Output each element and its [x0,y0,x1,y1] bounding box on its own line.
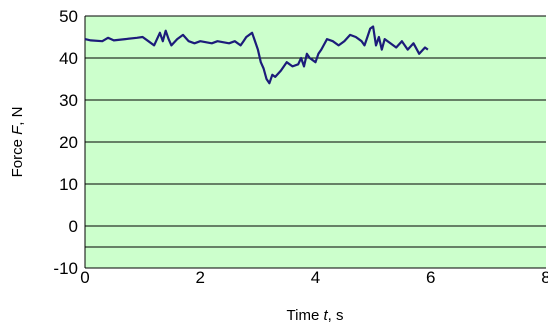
y-axis-label: Force F, N [9,107,26,178]
x-tick-label: 2 [196,268,205,287]
x-tick-label: 0 [80,268,89,287]
y-axis-label-variable: F [9,125,26,135]
y-tick-label: 0 [69,217,78,236]
y-axis-label-suffix: , N [9,107,26,126]
y-tick-label: 30 [59,91,78,110]
gridlines [85,15,546,269]
x-axis-label: Time t, s [287,307,344,324]
y-tick-label: 20 [59,133,78,152]
y-tick-label: 40 [59,49,78,68]
y-tick-label: -10 [53,259,78,278]
x-tick-labels: 0 2 4 6 8 [80,268,548,287]
x-axis-label-suffix: , s [328,307,344,324]
y-tick-label: 10 [59,175,78,194]
force-series-line [84,25,429,85]
x-axis-label-variable: t [323,307,328,324]
x-tick-label: 8 [541,268,548,287]
x-tick-label: 4 [311,268,320,287]
x-tick-label: 6 [426,268,435,287]
y-tick-labels: -10 0 10 20 30 40 50 [53,7,78,278]
y-axis-label-prefix: Force [9,135,26,178]
y-tick-label: 50 [59,7,78,26]
x-axis-label-prefix: Time [287,307,324,324]
